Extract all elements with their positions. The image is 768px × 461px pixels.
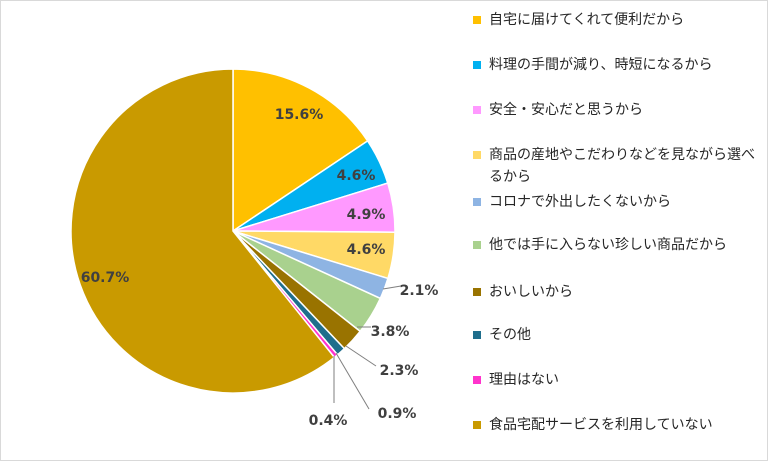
pie-slice	[70, 68, 336, 394]
legend-swatch	[473, 421, 481, 429]
leader-line	[345, 345, 377, 367]
data-label: 0.4%	[309, 413, 348, 429]
data-label: 2.3%	[380, 363, 419, 379]
data-label: 60.7%	[81, 270, 130, 286]
legend-item: 商品の産地やこだわりなどを見ながら選べるから	[473, 144, 765, 188]
legend-label: 他では手に入らない珍しい商品だから	[489, 237, 727, 253]
leader-line	[382, 285, 402, 290]
data-label: 4.9%	[347, 207, 386, 223]
data-label: 4.6%	[337, 168, 376, 184]
legend-item: 自宅に届けてくれて便利だから	[473, 9, 765, 31]
legend-swatch	[473, 151, 481, 159]
legend-label: 食品宅配サービスを利用していない	[489, 417, 713, 433]
legend-item: 他では手に入らない珍しい商品だから	[473, 234, 765, 256]
data-label: 4.6%	[347, 242, 386, 258]
data-label: 0.9%	[378, 406, 417, 422]
legend-swatch	[473, 288, 481, 296]
legend-label: 商品の産地やこだわりなどを見ながら選べるから	[489, 147, 755, 185]
legend-swatch	[473, 16, 481, 24]
legend-label: その他	[489, 327, 531, 343]
legend-label: 安全・安心だと思うから	[489, 102, 643, 118]
legend-label: おいしいから	[489, 284, 573, 300]
legend-swatch	[473, 241, 481, 249]
legend-label: 理由はない	[489, 372, 559, 388]
legend-swatch	[473, 331, 481, 339]
legend-swatch	[473, 106, 481, 114]
legend-swatch	[473, 61, 481, 69]
legend-item: 安全・安心だと思うから	[473, 99, 765, 121]
legend-item: その他	[473, 324, 765, 346]
data-label: 15.6%	[275, 107, 324, 123]
legend-label: 料理の手間が減り、時短になるから	[489, 57, 713, 73]
legend-swatch	[473, 376, 481, 384]
legend-item: コロナで外出したくないから	[473, 191, 765, 213]
data-label: 3.8%	[371, 324, 410, 340]
legend-label: コロナで外出したくないから	[489, 194, 671, 210]
leader-lines	[333, 285, 402, 410]
pie-slices	[70, 68, 396, 394]
legend-item: 食品宅配サービスを利用していない	[473, 414, 765, 436]
data-labels: 15.6% 4.6% 4.9% 4.6% 2.1% 3.8% 2.3% 0.9% 0.4% 60.…	[81, 107, 439, 429]
legend-label: 自宅に届けてくれて便利だから	[489, 12, 685, 28]
legend-item: 料理の手間が減り、時短になるから	[473, 54, 765, 76]
leader-line	[335, 352, 370, 410]
legend-item: おいしいから	[473, 281, 765, 303]
legend-swatch	[473, 198, 481, 206]
data-label: 2.1%	[400, 283, 439, 299]
pie-slice	[232, 68, 369, 233]
legend-item: 理由はない	[473, 369, 765, 391]
